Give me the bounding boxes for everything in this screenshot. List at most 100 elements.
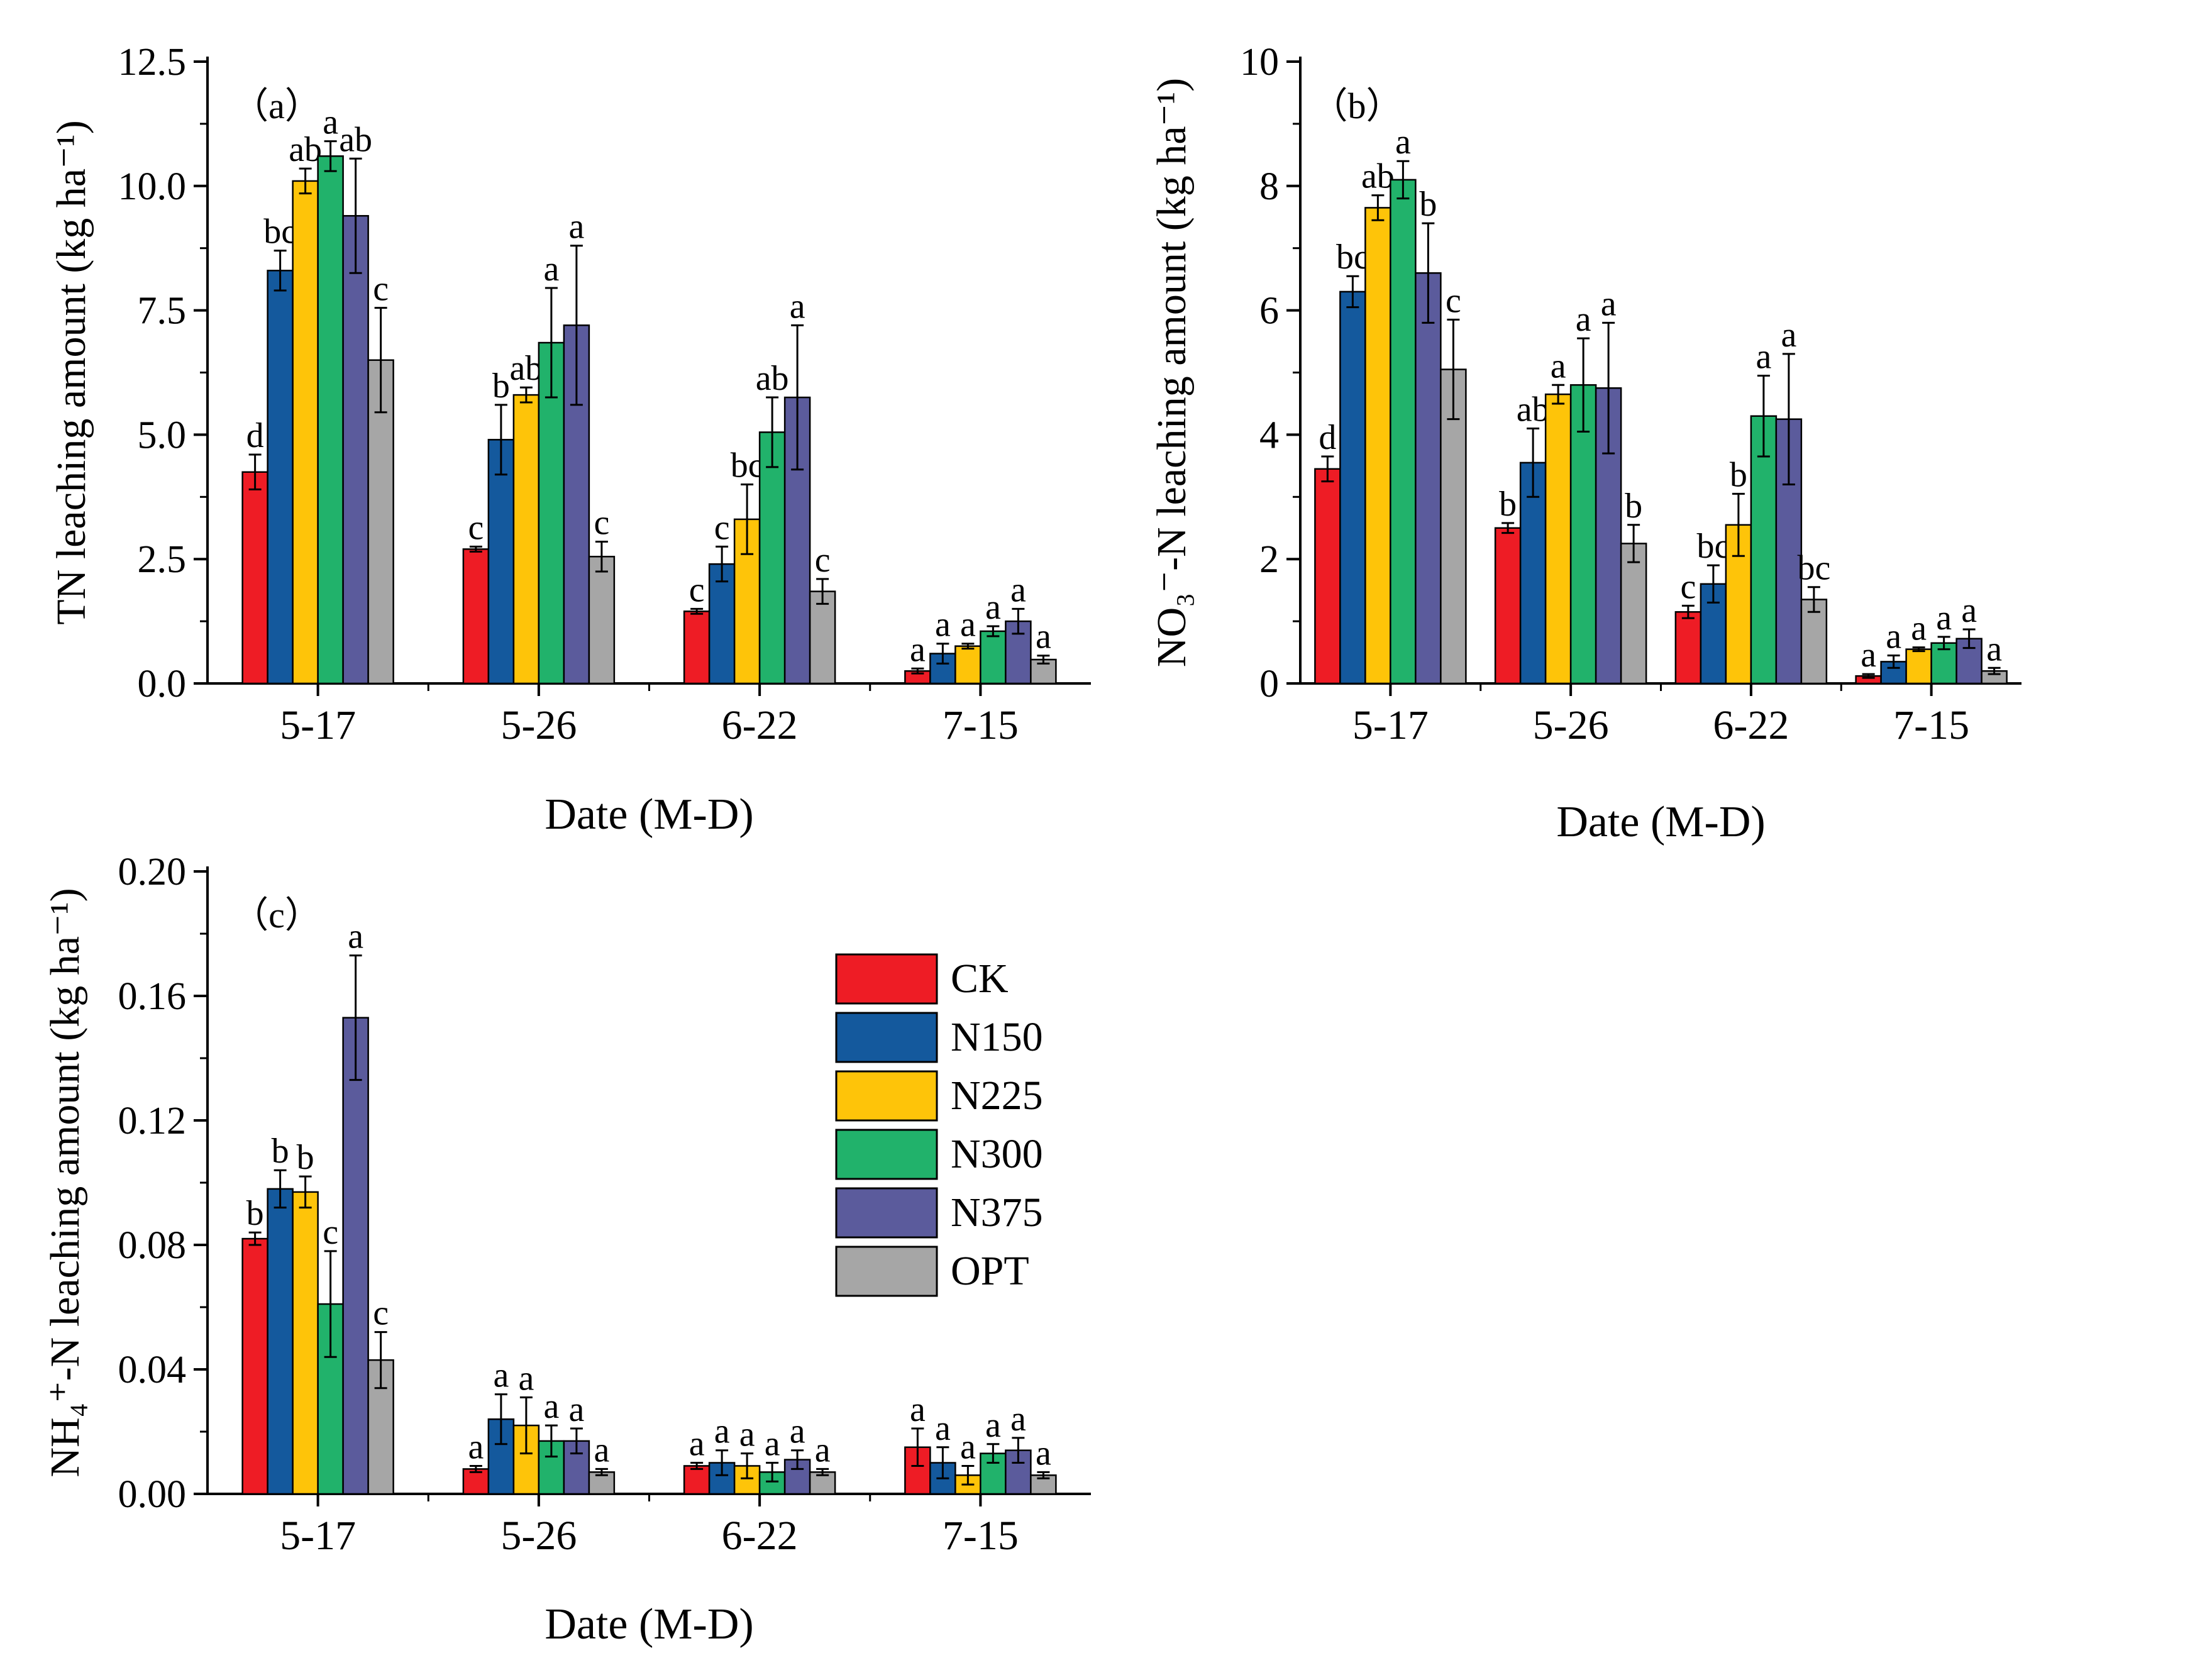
x-tick-label: 5-26 [500,1513,577,1559]
bar-opt [1440,368,1467,685]
significance-label: c [1680,567,1696,606]
significance-label: a [765,1425,780,1464]
significance-label: a [1395,123,1411,162]
x-tick-label: 7-15 [943,1513,1019,1559]
bar-opt [809,590,836,685]
legend-label: N225 [951,1073,1043,1119]
significance-label: a [568,1390,584,1429]
x-tick-label: 7-15 [943,702,1019,748]
y-tick-label: 6 [1259,290,1279,333]
significance-label: a [714,1412,730,1451]
significance-label: a [348,917,363,956]
significance-label: a [935,605,951,644]
y-tick-label: 2.5 [138,538,187,581]
significance-label: a [790,287,805,326]
significance-label: d [246,416,264,455]
bar-n150 [267,270,294,685]
x-tick-label: 5-17 [280,1513,356,1559]
significance-label: a [985,1406,1001,1445]
significance-label: c [323,1213,338,1252]
significance-label: ab [756,359,789,398]
legend-item-opt: OPT [835,1246,1029,1297]
significance-label: bc [263,213,297,251]
significance-label: a [1936,599,1952,638]
significance-label: a [935,1409,951,1448]
legend-label: N375 [951,1190,1043,1235]
bar-n150 [487,1418,515,1495]
bar-opt [1800,599,1828,685]
significance-label: a [1986,629,2002,668]
legend-item-n300: N300 [835,1129,1043,1180]
significance-label: c [468,508,484,547]
y-axis-title: NH₄⁺-N leaching amount (kg ha⁻¹) [42,888,88,1477]
x-tick-label: 5-26 [1533,702,1609,748]
significance-label: a [1781,316,1796,355]
significance-label: c [373,1294,389,1333]
bar-n150 [487,439,515,685]
y-tick-label: 10 [1240,41,1279,84]
x-tick-label: 5-17 [280,702,356,748]
significance-label: bc [1797,549,1830,588]
significance-label: a [739,1415,755,1454]
bar-n375 [342,215,369,685]
bar-n300 [758,431,786,685]
bar-n225 [1905,648,1932,685]
significance-label: a [689,1425,705,1464]
significance-label: a [1601,284,1617,323]
significance-label: b [272,1132,289,1171]
significance-label: a [1756,337,1771,376]
x-tick-label: 6-22 [722,702,798,748]
significance-label: ab [289,130,322,169]
bar-n300 [1390,179,1417,685]
y-tick-label: 7.5 [138,290,187,333]
significance-label: a [1576,300,1591,339]
y-tick-label: 4 [1259,414,1279,456]
legend-item-ck: CK [835,953,1009,1005]
y-tick-label: 0.04 [118,1349,187,1391]
x-axis-title: Date (M-D) [545,1600,753,1649]
x-tick-label: 6-22 [1713,702,1789,748]
bar-n225 [1364,207,1391,685]
bar-n225 [292,1191,319,1495]
legend-swatch-n300 [835,1129,938,1180]
bar-n375 [1415,272,1442,685]
bar-n225 [512,394,540,685]
bar-opt [588,555,616,685]
bar-n300 [317,155,344,685]
panel-label: （a） [232,86,321,126]
significance-label: a [1961,591,1977,630]
significance-label: a [790,1412,805,1451]
y-tick-label: 0.20 [118,851,187,893]
x-tick-label: 5-17 [1352,702,1429,748]
significance-label: a [468,1427,484,1466]
legend-label: OPT [951,1248,1029,1294]
significance-label: b [1419,185,1437,224]
x-tick-label: 7-15 [1893,702,1969,748]
bar-n225 [954,645,982,685]
significance-label: c [689,570,705,609]
significance-label: bc [1336,238,1369,277]
legend-swatch-ck [835,953,938,1005]
significance-label: a [960,605,976,644]
significance-label: c [594,504,609,543]
y-tick-label: 5.0 [138,414,187,456]
legend-item-n225: N225 [835,1070,1043,1122]
significance-label: a [960,1427,976,1466]
legend-item-n375: N375 [835,1187,1043,1239]
significance-label: a [1036,1434,1051,1473]
significance-label: a [1010,570,1026,609]
significance-label: b [246,1194,264,1233]
significance-label: ab [1517,390,1550,429]
panel-label: （c） [232,895,321,936]
bar-n225 [1544,393,1572,685]
x-tick-label: 6-22 [722,1513,798,1559]
significance-label: b [1730,455,1747,494]
significance-label: a [985,588,1001,627]
y-tick-label: 0.12 [118,1100,187,1142]
significance-label: a [1036,617,1051,656]
x-axis-title: Date (M-D) [1556,798,1765,846]
